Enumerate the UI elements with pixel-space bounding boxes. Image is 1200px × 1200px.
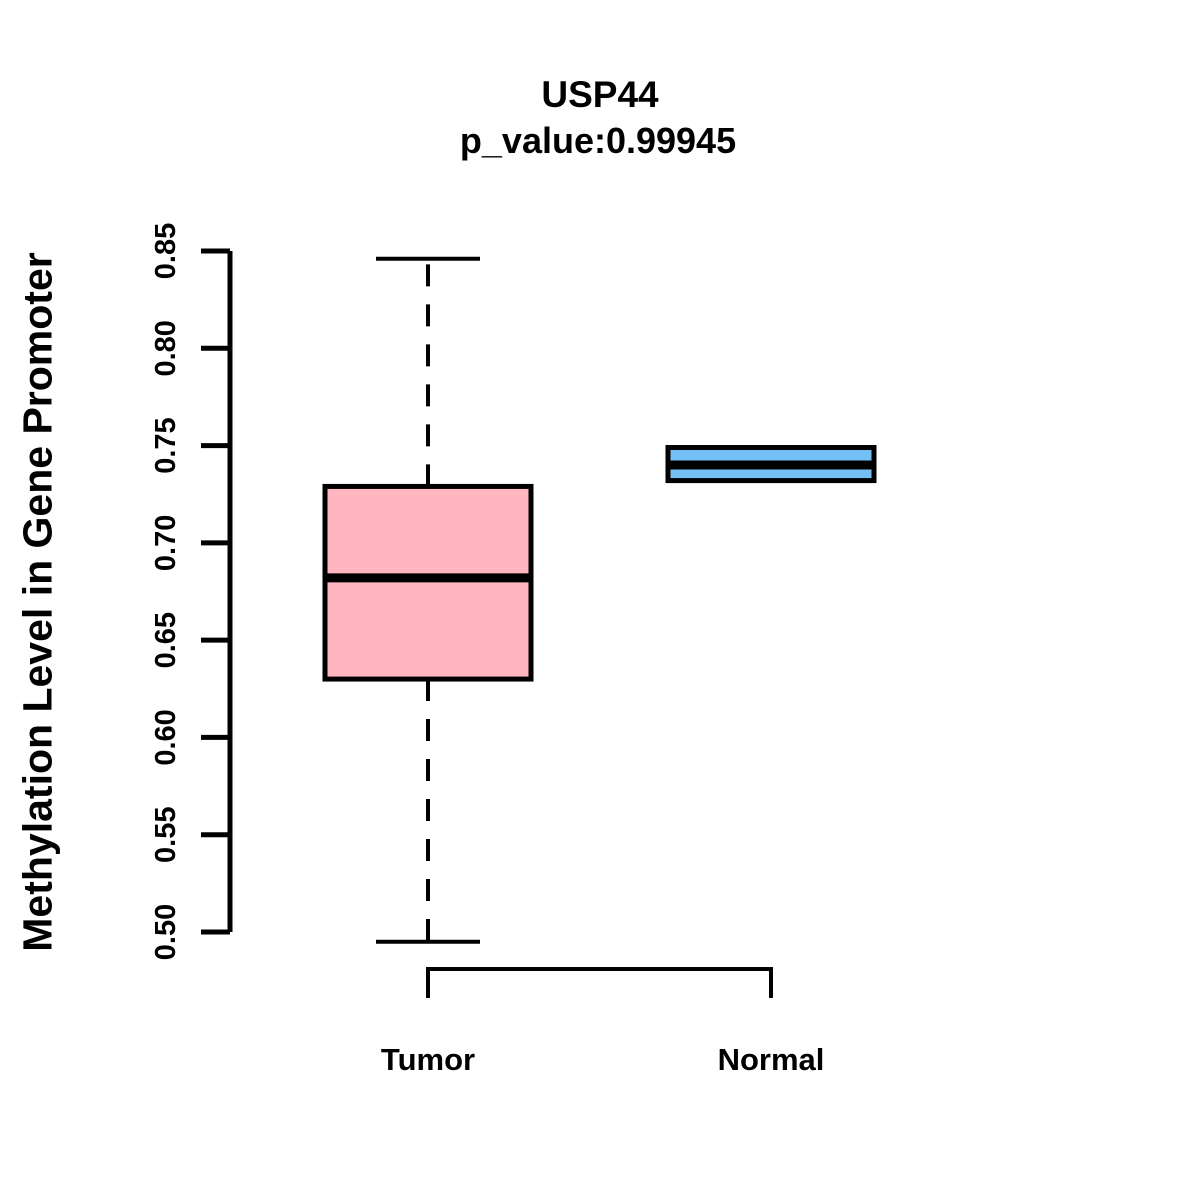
y-tick-label: 0.85 (150, 223, 182, 279)
y-tick-label: 0.65 (150, 612, 182, 668)
x-tick-label-tumor: Tumor (380, 1042, 476, 1077)
y-tick-label: 0.55 (150, 806, 182, 862)
y-tick-label: 0.60 (150, 709, 182, 765)
chart-title: USP44 (541, 74, 659, 115)
y-tick-label: 0.80 (150, 320, 182, 376)
y-tick-label: 0.70 (150, 515, 182, 571)
x-axis-bracket (426, 967, 773, 998)
chart-subtitle-pvalue: p_value:0.99945 (459, 120, 737, 161)
tumor-box (322, 483, 534, 682)
y-tick-label: 0.50 (150, 904, 182, 960)
x-tick-label-normal: Normal (717, 1042, 825, 1077)
y-tick-label: 0.75 (150, 417, 182, 473)
